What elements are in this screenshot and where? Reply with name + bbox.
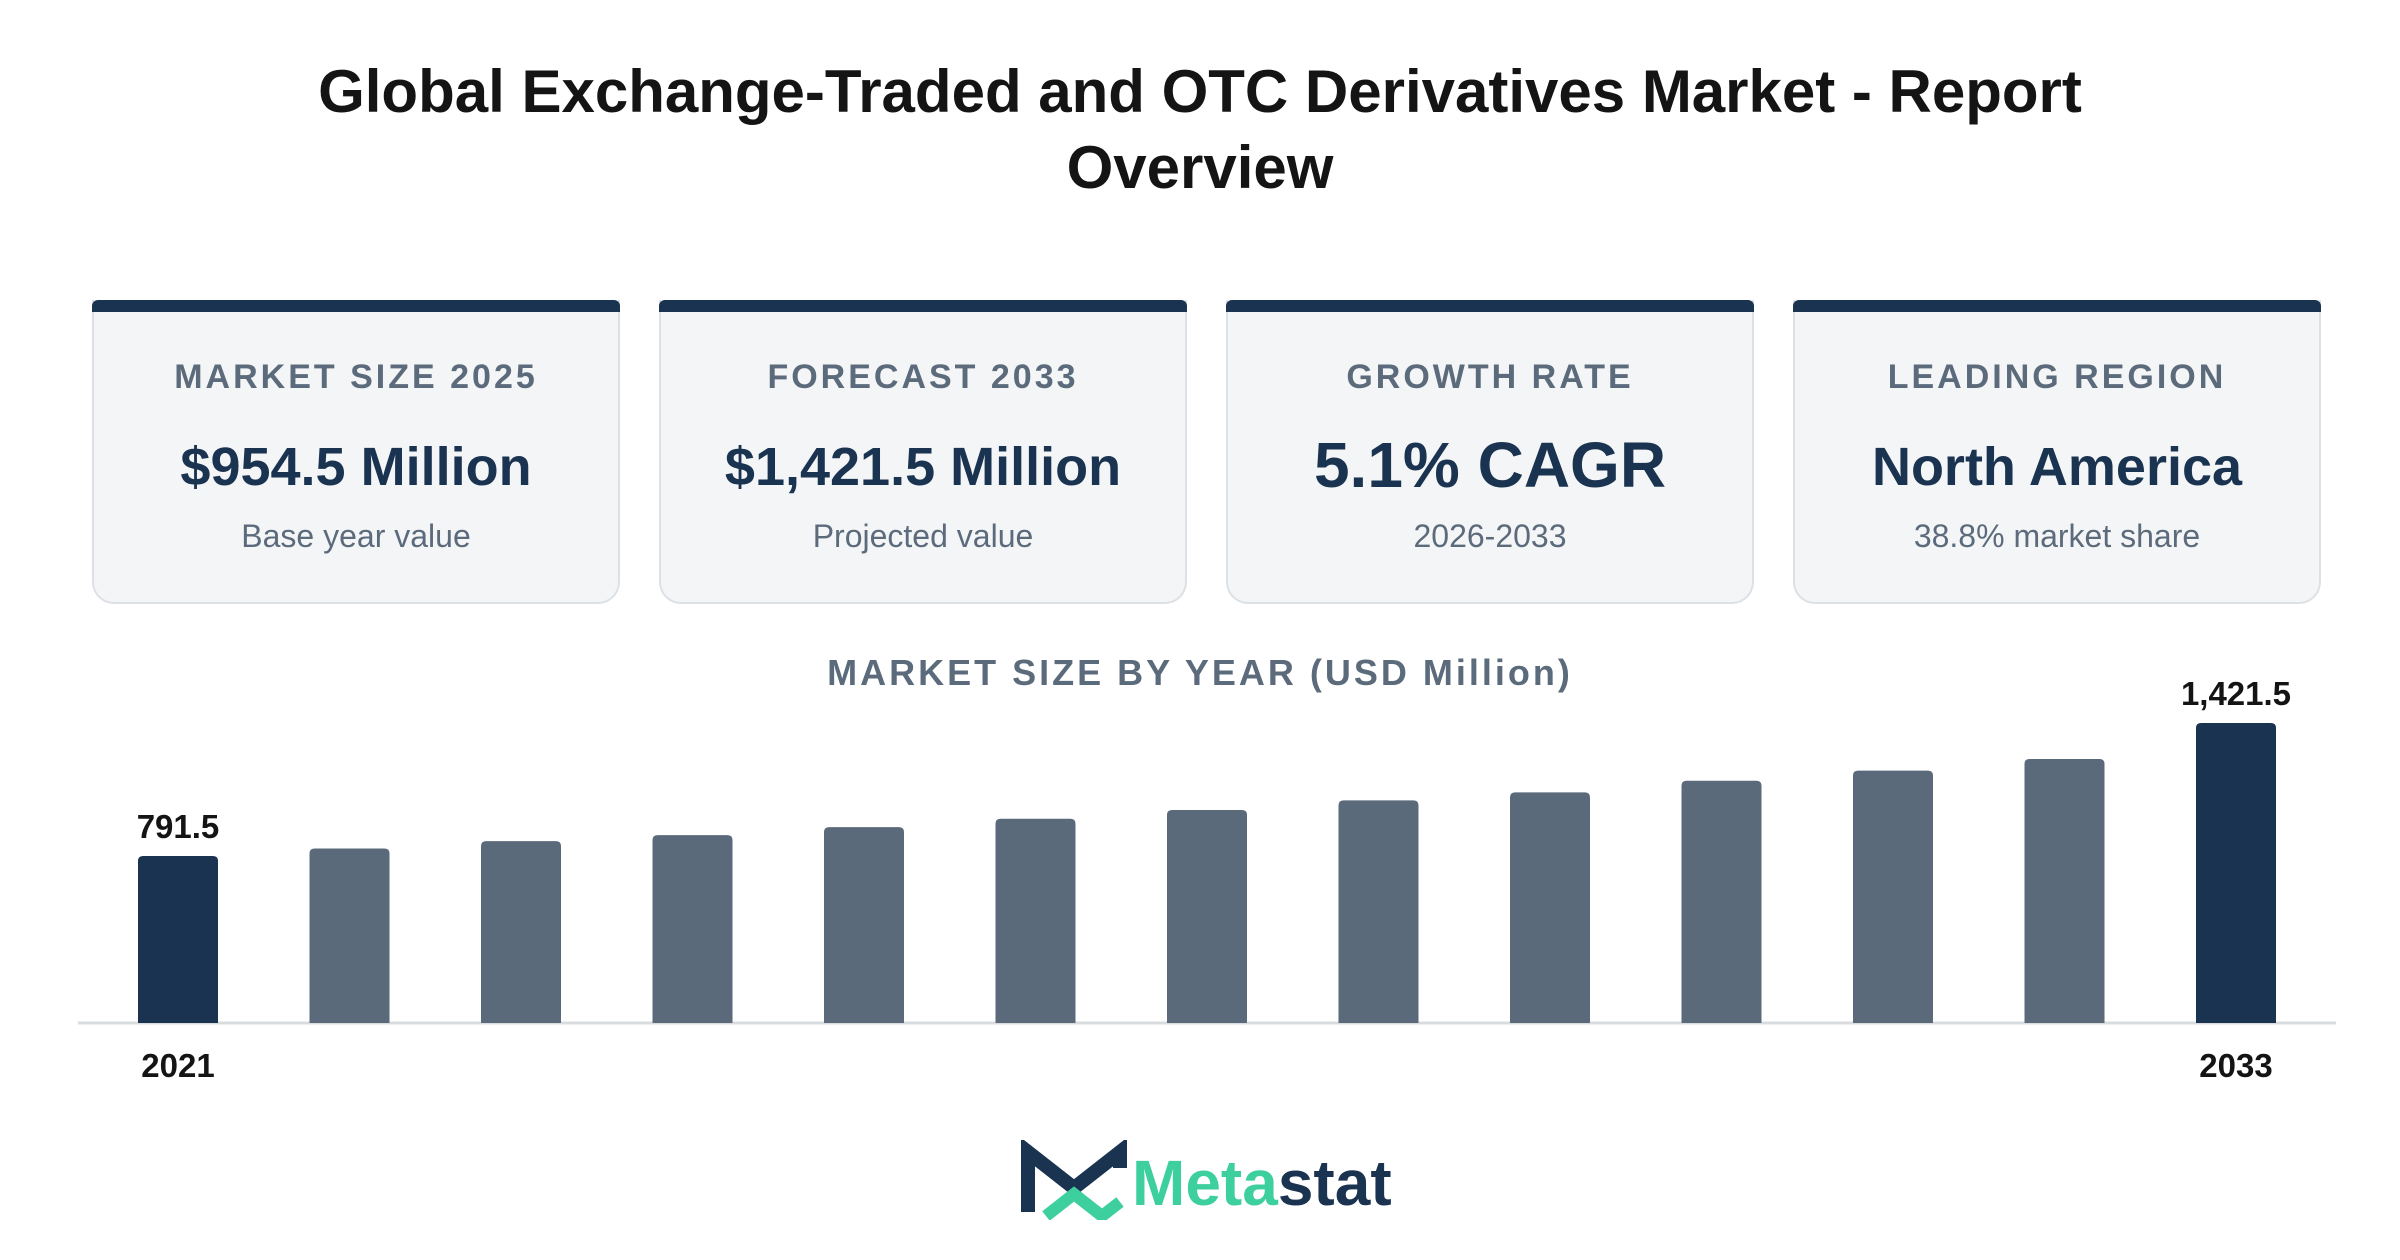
card-forecast: FORECAST 2033 $1,421.5 Million Projected… bbox=[659, 300, 1187, 604]
bar-2023 bbox=[481, 841, 561, 1023]
card-subtext: Base year value bbox=[241, 518, 471, 554]
card-subtext: Projected value bbox=[812, 518, 1034, 554]
bar-2033 bbox=[2196, 723, 2276, 1023]
card-accent-bar bbox=[659, 300, 1187, 312]
bar-2024 bbox=[652, 835, 733, 1023]
card-value: $954.5 Million bbox=[180, 437, 532, 497]
metastat-logo-icon bbox=[1021, 1140, 1127, 1220]
bar-2021 bbox=[138, 855, 218, 1023]
bar-2030 bbox=[1681, 780, 1762, 1023]
card-value: 5.1% CAGR bbox=[1313, 429, 1667, 501]
page-title: Global Exchange-Traded and OTC Derivativ… bbox=[318, 58, 2082, 201]
card-accent-bar bbox=[92, 300, 620, 312]
bar-2031 bbox=[1853, 770, 1933, 1023]
bar-2025 bbox=[824, 827, 904, 1023]
card-market-size: MARKET SIZE 2025 $954.5 Million Base yea… bbox=[92, 300, 620, 604]
bar-2027 bbox=[1167, 810, 1247, 1023]
bar-2028 bbox=[1338, 800, 1419, 1023]
bar-2022 bbox=[309, 848, 390, 1023]
logo-text-stat: stat bbox=[1277, 1147, 1392, 1219]
bar-2032 bbox=[2024, 758, 2105, 1023]
card-accent-bar bbox=[1226, 300, 1754, 312]
card-label: LEADING REGION bbox=[1887, 358, 2227, 396]
card-label: GROWTH RATE bbox=[1346, 358, 1634, 396]
bar-2029 bbox=[1510, 792, 1590, 1023]
card-leading-region: LEADING REGION North America 38.8% marke… bbox=[1793, 300, 2321, 604]
logo-text-meta: Meta bbox=[1132, 1147, 1278, 1219]
x-tick-label-2033: 2033 bbox=[2199, 1047, 2272, 1084]
card-label: FORECAST 2033 bbox=[767, 358, 1079, 396]
card-value: North America bbox=[1871, 437, 2243, 497]
x-tick-label-2021: 2021 bbox=[141, 1047, 214, 1084]
card-value: $1,421.5 Million bbox=[724, 437, 1122, 497]
card-growth-rate: GROWTH RATE 5.1% CAGR 2026-2033 bbox=[1226, 300, 1754, 604]
bar-2026 bbox=[995, 818, 1076, 1023]
logo-wordmark: Metastat bbox=[1132, 1148, 1392, 1218]
chart-title: MARKET SIZE BY YEAR (USD Million) bbox=[827, 652, 1573, 693]
card-accent-bar bbox=[1793, 300, 2321, 312]
data-label-2033: 1,421.5 bbox=[2181, 675, 2291, 712]
card-subtext: 38.8% market share bbox=[1913, 518, 2201, 554]
card-label: MARKET SIZE 2025 bbox=[174, 358, 538, 396]
data-label-2021: 791.5 bbox=[137, 808, 220, 845]
card-subtext: 2026-2033 bbox=[1413, 518, 1567, 554]
